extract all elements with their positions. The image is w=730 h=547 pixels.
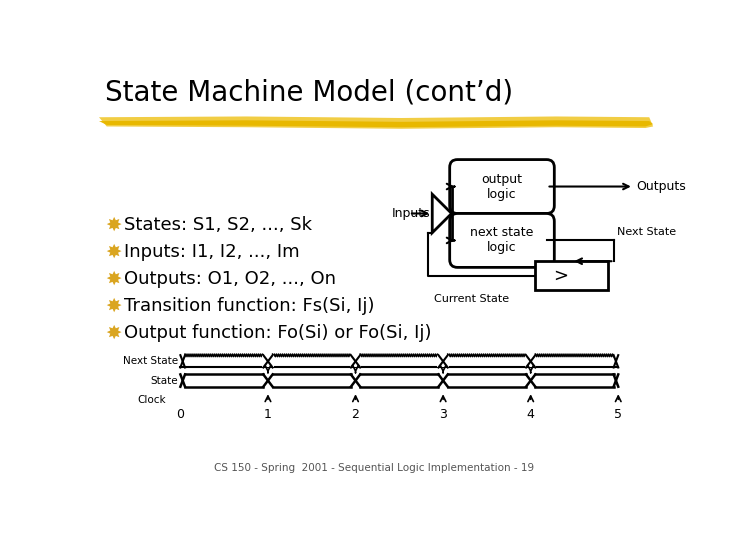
Polygon shape bbox=[432, 194, 452, 232]
Polygon shape bbox=[99, 120, 653, 127]
Text: States: S1, S2, ..., Sk: States: S1, S2, ..., Sk bbox=[124, 216, 312, 234]
Text: Inputs: Inputs bbox=[391, 207, 430, 220]
Bar bbox=[350, 355, 361, 368]
Text: 0: 0 bbox=[177, 408, 185, 421]
Text: Clock: Clock bbox=[138, 395, 166, 405]
Text: Next State: Next State bbox=[123, 356, 178, 366]
Bar bbox=[525, 355, 537, 368]
Text: Inputs: I1, I2, ..., Im: Inputs: I1, I2, ..., Im bbox=[124, 243, 299, 261]
Text: ✸: ✸ bbox=[105, 242, 122, 261]
Polygon shape bbox=[99, 117, 653, 129]
FancyBboxPatch shape bbox=[450, 160, 554, 213]
Text: 2: 2 bbox=[352, 408, 359, 421]
Bar bbox=[437, 355, 449, 368]
Text: Outputs: Outputs bbox=[636, 180, 685, 193]
Text: Transition function: Fs(Si, Ij): Transition function: Fs(Si, Ij) bbox=[124, 297, 374, 315]
Text: output
logic: output logic bbox=[482, 172, 523, 201]
Text: Output function: Fo(Si) or Fo(Si, Ij): Output function: Fo(Si) or Fo(Si, Ij) bbox=[124, 324, 431, 342]
Text: 4: 4 bbox=[527, 408, 534, 421]
Text: State: State bbox=[150, 376, 178, 386]
Text: 3: 3 bbox=[439, 408, 447, 421]
Text: 1: 1 bbox=[264, 408, 272, 421]
Text: next state
logic: next state logic bbox=[470, 226, 534, 254]
Bar bbox=[534, 261, 608, 290]
Text: Outputs: O1, O2, ..., On: Outputs: O1, O2, ..., On bbox=[124, 270, 336, 288]
Text: >: > bbox=[553, 267, 568, 285]
Text: ✸: ✸ bbox=[105, 296, 122, 316]
Text: ✸: ✸ bbox=[105, 216, 122, 235]
Text: CS 150 - Spring  2001 - Sequential Logic Implementation - 19: CS 150 - Spring 2001 - Sequential Logic … bbox=[214, 463, 534, 473]
Text: Current State: Current State bbox=[434, 294, 509, 304]
Text: Next State: Next State bbox=[617, 226, 676, 237]
Text: ✸: ✸ bbox=[105, 323, 122, 342]
FancyBboxPatch shape bbox=[450, 213, 554, 267]
Bar bbox=[262, 355, 274, 368]
Text: 5: 5 bbox=[614, 408, 622, 421]
Text: State Machine Model (cont’d): State Machine Model (cont’d) bbox=[105, 79, 513, 107]
Text: ✸: ✸ bbox=[105, 270, 122, 288]
